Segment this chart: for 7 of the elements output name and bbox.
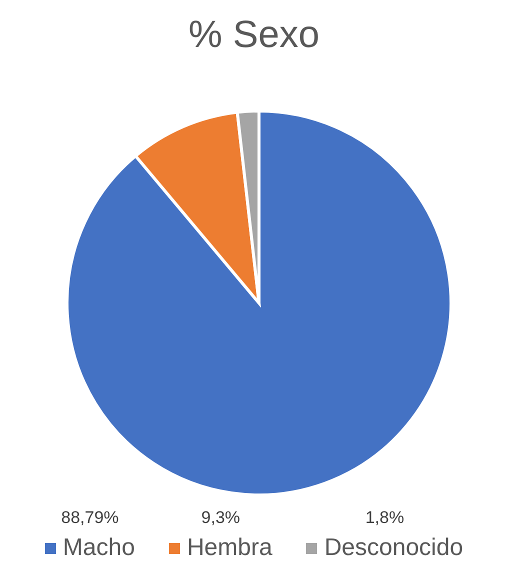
- legend-label: Macho: [62, 534, 135, 562]
- legend-label: Desconocido: [324, 534, 464, 562]
- data-label: 9,3%: [201, 508, 240, 529]
- data-label: 88,79%: [61, 508, 119, 529]
- legend-label: Hembra: [186, 534, 272, 562]
- chart-title: % Sexo: [188, 14, 320, 57]
- data-label: 1,8%: [365, 508, 404, 529]
